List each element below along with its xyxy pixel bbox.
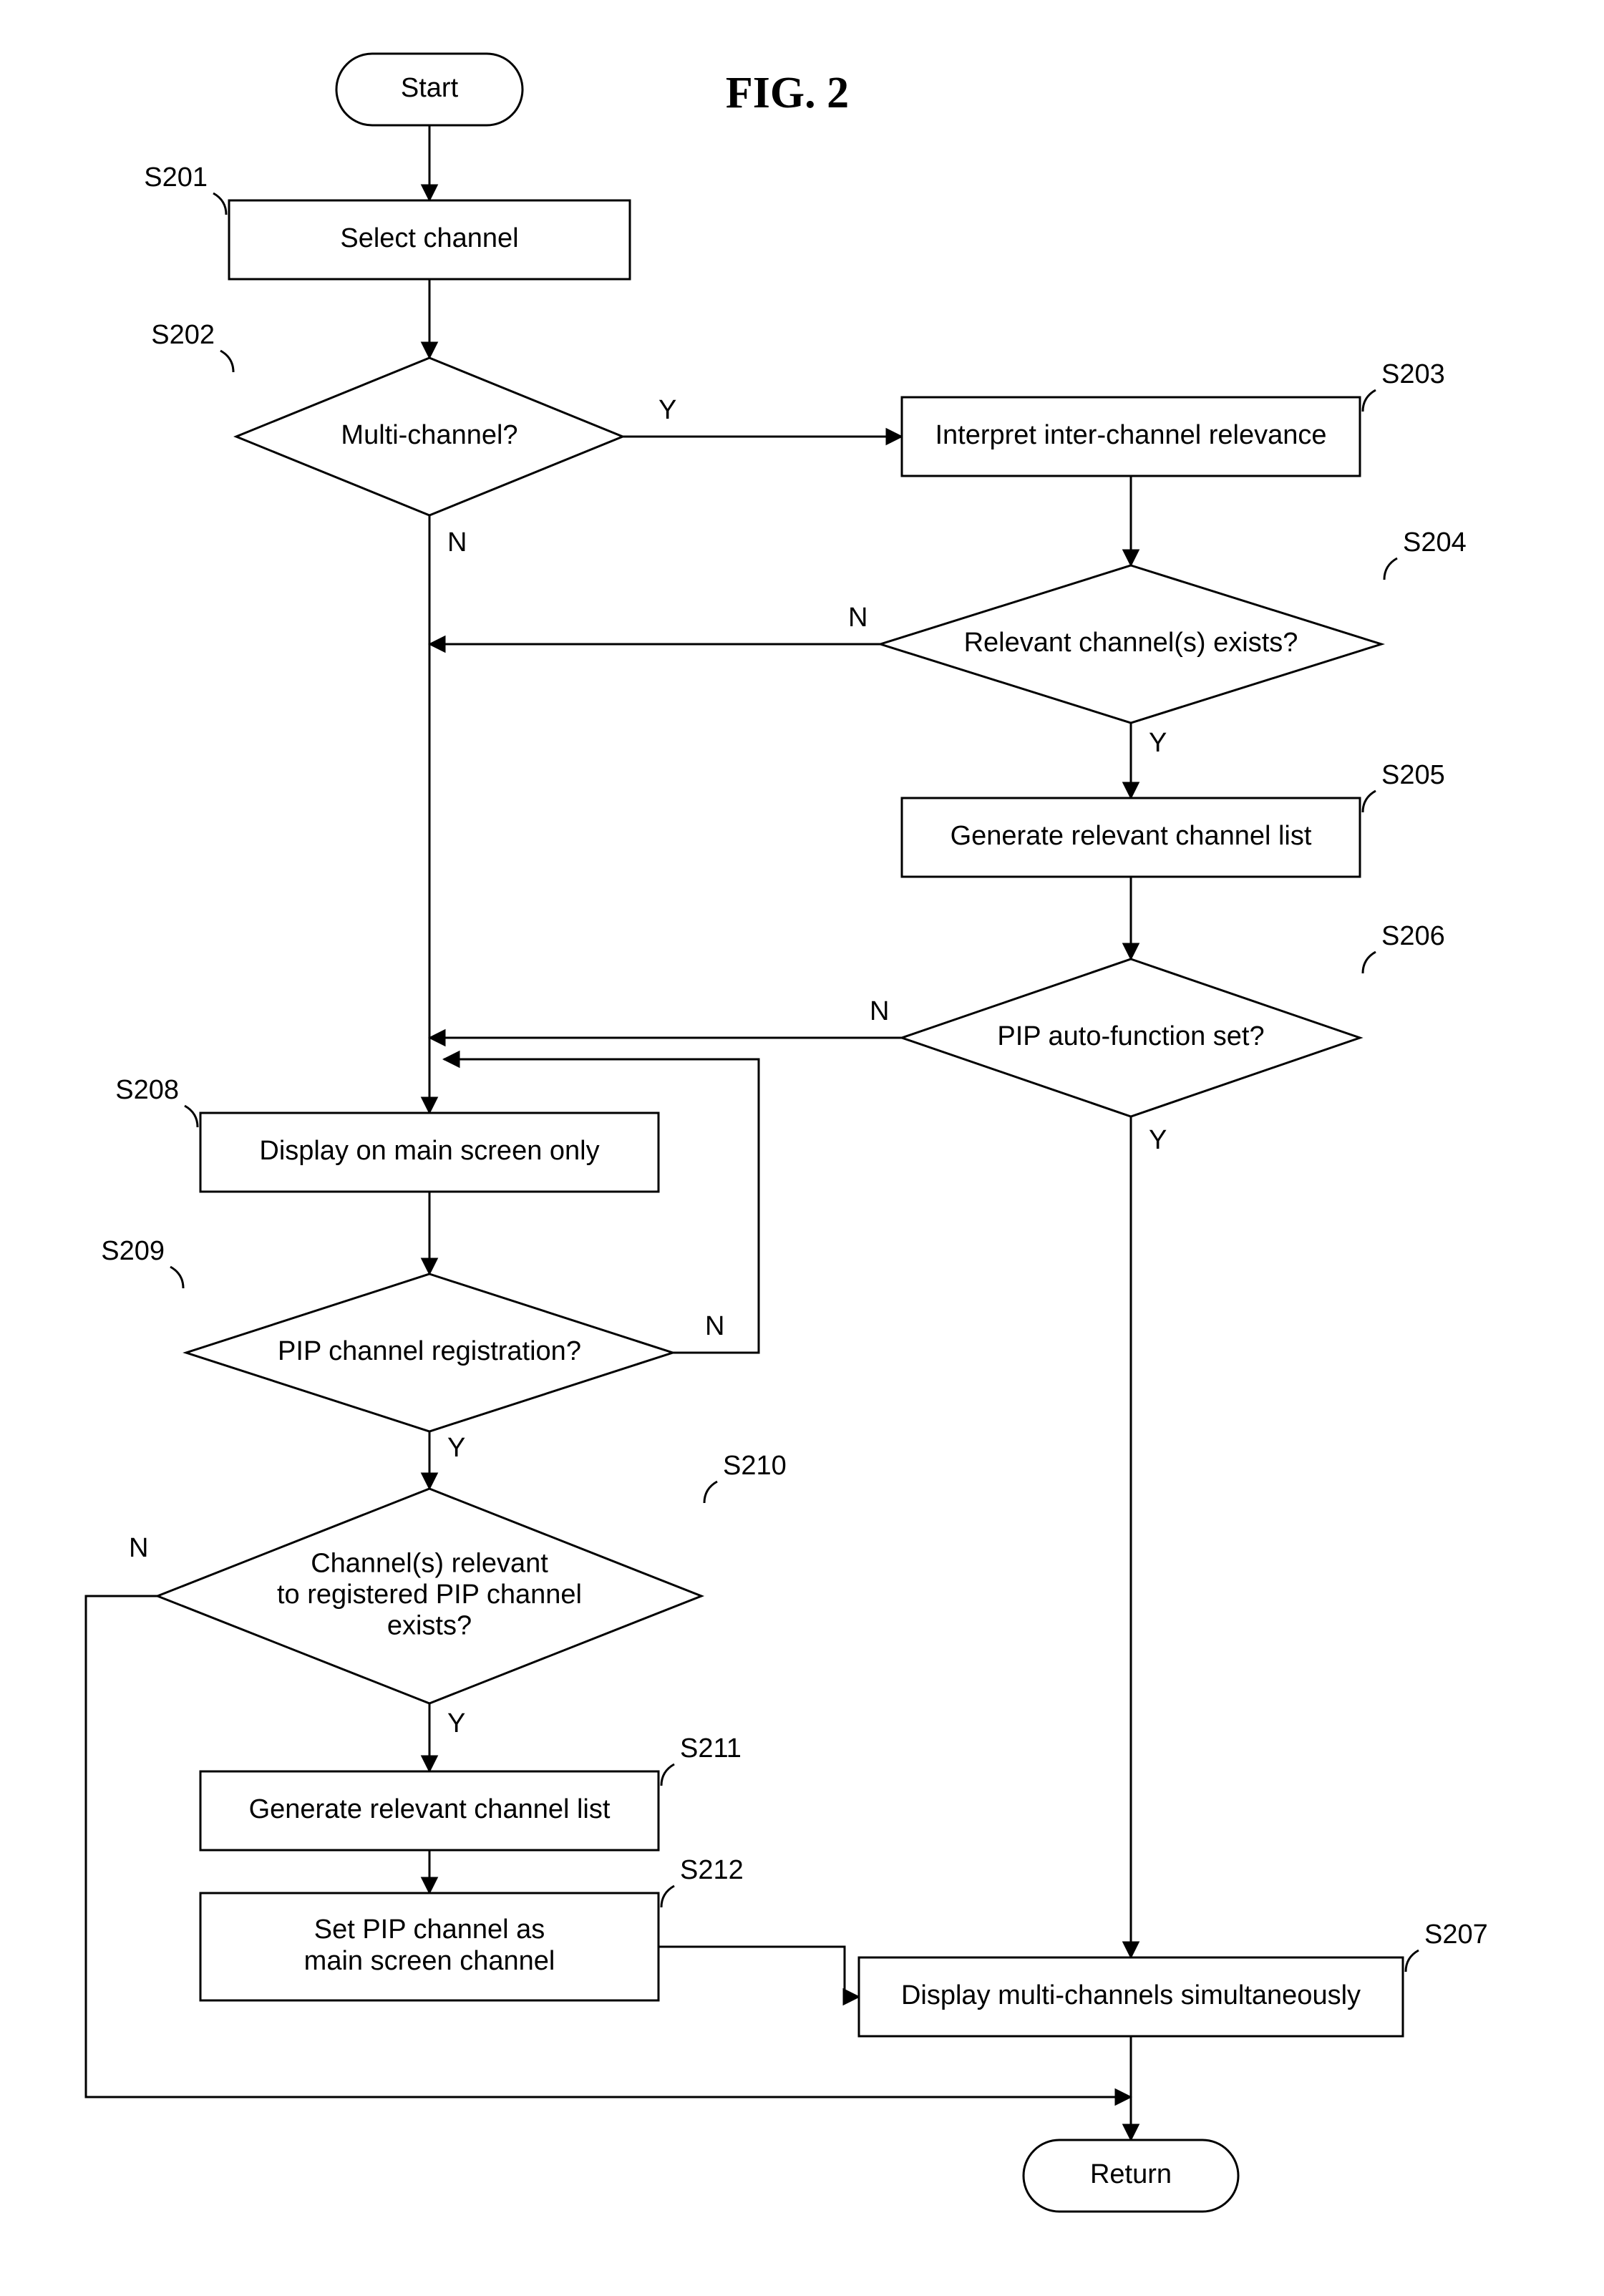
node-label: Start	[401, 73, 459, 103]
step-label: S202	[151, 320, 215, 350]
node-s206: PIP auto-function set? S206	[902, 921, 1445, 1117]
step-label: S201	[144, 162, 208, 193]
node-s203: Interpret inter-channel relevance S203	[902, 359, 1445, 476]
edge-label: Y	[447, 1708, 465, 1738]
node-label: Set PIP channel asmain screen channel	[304, 1915, 555, 1976]
edge-label: N	[129, 1533, 148, 1563]
node-label: PIP auto-function set?	[997, 1021, 1264, 1051]
node-label: Display multi-channels simultaneously	[901, 1980, 1361, 2010]
edge-label: N	[705, 1311, 724, 1341]
node-label: Return	[1090, 2159, 1172, 2189]
node-label: Select channel	[340, 223, 518, 253]
step-label: S212	[680, 1855, 744, 1885]
edge-s212-s207	[658, 1947, 859, 1997]
edge-label: N	[870, 996, 889, 1026]
node-s212: Set PIP channel asmain screen channel S21…	[200, 1855, 744, 2000]
node-s202: Multi-channel? S202	[151, 320, 623, 515]
node-label: Display on main screen only	[259, 1136, 599, 1166]
step-label: S206	[1381, 921, 1445, 951]
edge-label: Y	[1149, 728, 1167, 758]
step-label: S203	[1381, 359, 1445, 389]
step-label: S208	[115, 1075, 179, 1105]
step-label: S209	[101, 1236, 165, 1266]
node-label: Interpret inter-channel relevance	[935, 420, 1326, 450]
step-label: S205	[1381, 760, 1445, 790]
node-s209: PIP channel registration? S209	[101, 1236, 673, 1431]
node-s207: Display multi-channels simultaneously S20…	[859, 1920, 1488, 2036]
node-s205: Generate relevant channel list S205	[902, 760, 1445, 877]
node-s211: Generate relevant channel list S211	[200, 1733, 742, 1850]
node-label: Generate relevant channel list	[951, 821, 1312, 851]
node-s208: Display on main screen only S208	[115, 1075, 658, 1192]
step-label: S207	[1424, 1920, 1488, 1950]
edge-label: Y	[658, 395, 676, 425]
edge-label: Y	[447, 1433, 465, 1463]
edge-label: N	[447, 527, 467, 558]
node-label: Generate relevant channel list	[249, 1794, 611, 1824]
node-label: PIP channel registration?	[278, 1336, 581, 1366]
node-label: Relevant channel(s) exists?	[964, 628, 1298, 658]
node-s210: Channel(s) relevantto registered PIP cha…	[157, 1451, 787, 1703]
step-label: S211	[680, 1733, 742, 1764]
node-label: Multi-channel?	[341, 420, 517, 450]
edge-label: Y	[1149, 1125, 1167, 1155]
node-s204: Relevant channel(s) exists? S204	[880, 527, 1467, 723]
step-label: S204	[1403, 527, 1467, 558]
step-label: S210	[723, 1451, 787, 1481]
figure-title: FIG. 2	[726, 69, 849, 117]
edge-label: N	[848, 603, 867, 633]
node-s201: Select channel S201	[144, 162, 630, 279]
node-start: Start	[336, 54, 522, 125]
node-return: Return	[1024, 2140, 1238, 2212]
